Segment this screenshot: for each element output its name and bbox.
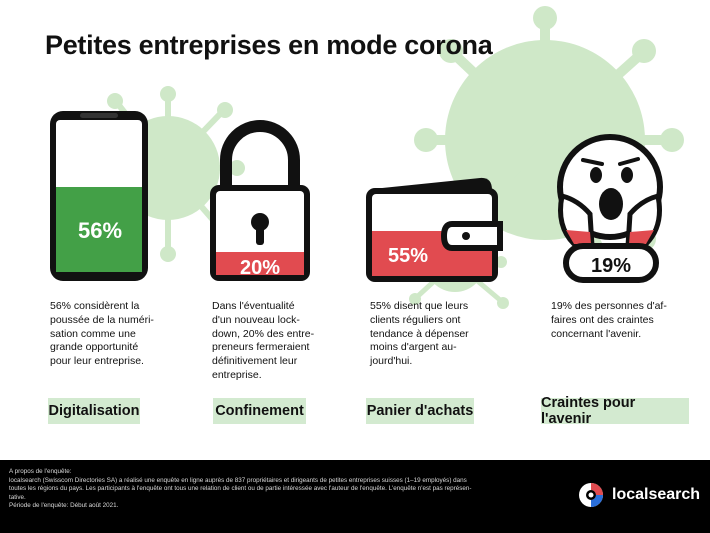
card-label-craintes: Craintes pour l'avenir <box>541 395 689 427</box>
localsearch-logo: localsearch <box>578 481 700 509</box>
card-value-2: 20% <box>240 257 280 279</box>
scared-face-icon: 19% <box>557 134 663 283</box>
card-description-4: 19% des personnes d'af- faires ont des c… <box>551 300 667 340</box>
padlock-fill <box>216 252 304 275</box>
card-label-panier: Panier d'achats <box>366 398 474 424</box>
card-description-1: 56% considèrent la poussée de la numéri-… <box>50 300 154 368</box>
card-value-4: 19% <box>591 255 631 277</box>
card-value-1: 56% <box>78 218 122 243</box>
brand-name: localsearch <box>612 486 701 503</box>
page-title: Petites entreprises en mode corona <box>45 30 493 60</box>
smartphone-fill <box>56 187 142 272</box>
survey-info: A propos de l'enquête: localsearch (Swis… <box>9 468 472 510</box>
padlock-icon: 20% <box>210 120 310 281</box>
localsearch-logo-icon <box>579 483 603 507</box>
card-label-confinement: Confinement <box>213 398 306 424</box>
card-value-3: 55% <box>388 245 428 267</box>
wallet-icon: 55% <box>366 177 503 282</box>
icons-layer: 56% 20% 55% <box>50 111 663 283</box>
card-label-digitalisation: Digitalisation <box>48 398 140 424</box>
card-description-2: Dans l'éventualité d'un nouveau lock- do… <box>212 300 315 381</box>
card-description-3: 55% disent que leurs clients réguliers o… <box>370 300 469 368</box>
smartphone-icon: 56% <box>50 111 148 281</box>
